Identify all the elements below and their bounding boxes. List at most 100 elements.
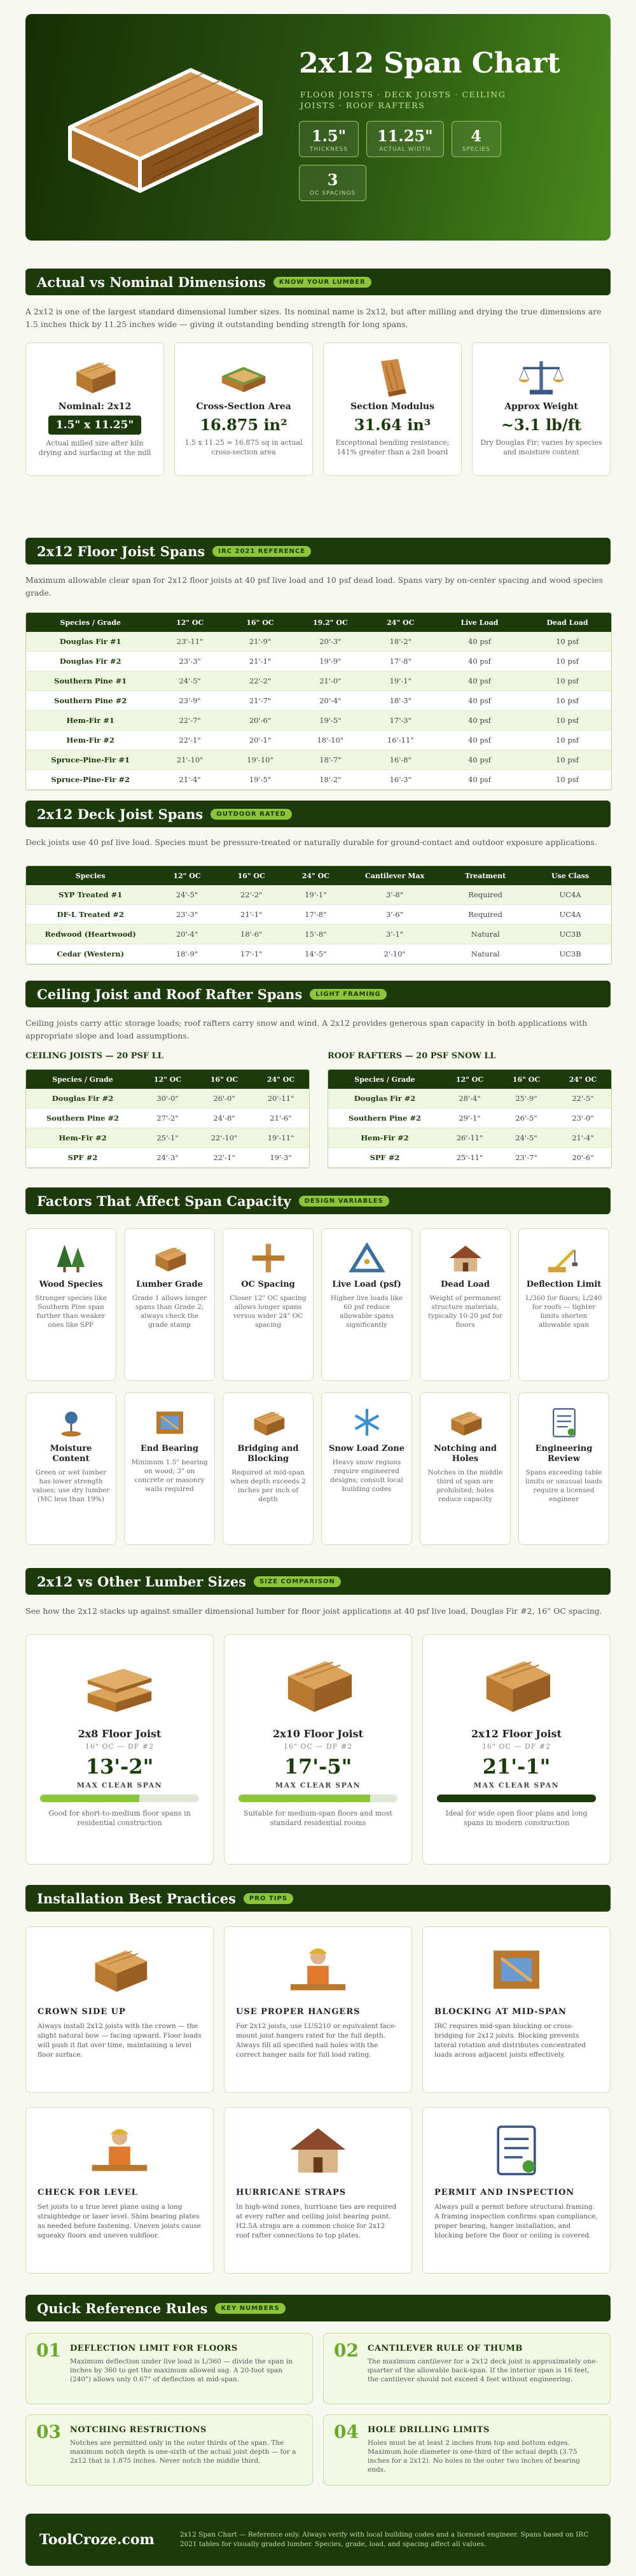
column-header: Cantilever Max: [347, 866, 442, 885]
stat-box: 1.5" THICKNESS: [299, 121, 359, 157]
section-badge: IRC 2021 REFERENCE: [212, 545, 312, 557]
column-header: 24" OC: [555, 1070, 611, 1089]
table-cell: SPF #2: [26, 1147, 139, 1168]
column-header: Species / Grade: [26, 613, 155, 632]
table-cell: 10 psf: [523, 651, 611, 671]
tip-title: CHECK FOR LEVEL: [38, 2188, 138, 2197]
section-header: 2x12 vs Other Lumber Sizes SIZE COMPARISO…: [25, 1568, 611, 1595]
table-row: Redwood (Heartwood) 20'-4" 18'-6" 15'-8" 3'-…: [26, 924, 611, 944]
table-cell: 40 psf: [435, 671, 523, 691]
icon-shape: [266, 1418, 284, 1436]
table-cell: 21'-10": [155, 750, 225, 770]
icon-shape: [87, 1669, 152, 1690]
icon-shape: [76, 362, 116, 380]
icon-shape: [160, 1415, 179, 1431]
icon-shape: [76, 371, 93, 393]
beam-shape: [88, 73, 204, 127]
span-table: Species / Grade 12" OC 16" OC 24" OC Douglas…: [25, 1069, 310, 1168]
rule-card: 03 NOTCHING RESTRICTIONS Notches are permi…: [25, 2414, 313, 2486]
table-cell: 26'-5": [498, 1108, 555, 1128]
table-cell: SYP Treated #1: [26, 885, 155, 905]
icon-shape: [107, 1953, 139, 1965]
factor-card: Deflection Limit L/360 for floors; L/240 …: [518, 1228, 609, 1381]
card-title: Section Modulus: [350, 402, 434, 412]
factor-card: Engineering Review Spans exceeding table …: [518, 1392, 609, 1545]
stat-label: OC SPACINGS: [310, 190, 356, 197]
icon: [92, 2129, 148, 2171]
stat-label: THICKNESS: [310, 146, 348, 153]
table-cell: 18'-2": [365, 632, 436, 652]
icon-shape: [308, 1948, 328, 1954]
icon: [449, 1245, 481, 1271]
table-cell: Hem-Fir #2: [26, 1128, 139, 1148]
icon-shape: [254, 1418, 266, 1436]
tip-card: PERMIT AND INSPECTION Always pull a permi…: [422, 2107, 611, 2274]
icon-shape: [155, 1247, 186, 1261]
section-badge: KEY NUMBERS: [215, 2302, 286, 2314]
data-table: Species 12" OC 16" OC 24" OC Cantilever Max T…: [26, 866, 611, 964]
column-header: 16" OC: [225, 613, 296, 632]
rule-title: DEFLECTION LIMIT FOR FLOORS: [69, 2344, 238, 2353]
icon-shape: [391, 363, 399, 389]
card-note: Exceptional bending resistance; 141% gre…: [335, 438, 450, 456]
table-cell: 23'-0": [555, 1108, 611, 1128]
table-cell: 22'-1": [196, 1147, 252, 1168]
hero-subtitle: FLOOR JOISTS · DECK JOISTS · CEILING JOI…: [300, 90, 506, 110]
tip-card: USE PROPER HANGERS For 2x12 joists, use L…: [224, 1926, 412, 2093]
column-header: Use Class: [529, 866, 611, 885]
table-row: Douglas Fir #2 28'-4" 25'-9" 22'-5": [328, 1089, 611, 1109]
table-cell: 10 psf: [523, 671, 611, 691]
section-header: 2x12 Floor Joist Spans IRC 2021 REFERENCE: [25, 538, 611, 564]
icon-shape: [558, 368, 563, 380]
section-title: Ceiling Joist and Roof Rafter Spans: [37, 986, 303, 1002]
icon-shape: [257, 1411, 275, 1419]
table-cell: 19'-11": [252, 1128, 309, 1148]
icon-shape: [290, 2128, 346, 2150]
span-table: Species / Grade 12" OC 16" OC 24" OC Douglas…: [328, 1069, 612, 1168]
table-cell: 25'-1": [139, 1128, 196, 1148]
table-cell: 40 psf: [435, 769, 523, 790]
icon-shape: [385, 365, 393, 390]
table-cell: 18'-6": [219, 924, 284, 944]
icon: [497, 2125, 536, 2176]
table-cell: 28'-4": [441, 1089, 498, 1109]
span-bar: [238, 1795, 370, 1802]
rule-card: 04 HOLE DRILLING LIMITS Holes must be at l…: [323, 2414, 611, 2486]
table-cell: 27'-2": [139, 1108, 196, 1128]
floor-table: Species / Grade 12" OC 16" OC 19.2" OC 24" O…: [25, 612, 612, 790]
size-spec: 16" OC — DF #2: [481, 1742, 551, 1751]
table-cell: Natural: [441, 924, 530, 944]
table-cell: 18'-7": [295, 750, 366, 770]
table-cell: 23'-3": [155, 904, 219, 925]
factor-text: Spans exceeding table limits or unusual …: [525, 1469, 603, 1503]
table-cell: Cedar (Western): [26, 944, 155, 964]
rule-text: Notches are permitted only in the outer …: [69, 2439, 296, 2465]
icon-shape: [116, 1691, 152, 1712]
data-table: Species / Grade 12" OC 16" OC 24" OC Douglas…: [26, 1070, 309, 1168]
stat-value: 11.25": [377, 127, 433, 145]
section-intro: Maximum allowable clear span for 2x12 fl…: [25, 575, 603, 598]
icon-shape: [307, 1966, 329, 1984]
icon-shape: [454, 1411, 473, 1419]
table-cell: 25'-11": [441, 1147, 498, 1168]
data-table: Species / Grade 12" OC 16" OC 19.2" OC 24" O…: [26, 613, 611, 790]
stat-box: 11.25" ACTUAL WIDTH: [366, 121, 444, 157]
table-cell: 14'-5": [283, 944, 348, 964]
card-title: Approx Weight: [504, 402, 578, 412]
table-cell: 20'-11": [252, 1089, 309, 1109]
table-cell: Redwood (Heartwood): [26, 924, 155, 944]
card-note: Dry Douglas Fir; varies by species and m…: [480, 438, 602, 456]
card-title: Nominal: 2x12: [58, 402, 132, 412]
icon: [155, 1247, 186, 1271]
factor-title: Moisture Content: [50, 1444, 92, 1464]
factor-text: Notches in the middle third of span are …: [427, 1469, 503, 1503]
section-title: Quick Reference Rules: [37, 2300, 208, 2316]
table-row: Douglas Fir #1 23'-11" 21'-9" 20'-3" 18'-2" 4…: [26, 632, 611, 652]
tip-text: Always install 2x12 joists with the crow…: [38, 2022, 202, 2059]
table-row: SPF #2 25'-11" 23'-7" 20'-6": [328, 1147, 611, 1168]
table-row: Southern Pine #1 24'-5" 22'-2" 21'-0" 19'-1"…: [26, 671, 611, 691]
icon-shape: [451, 1418, 464, 1436]
table-cell: 3'-1": [347, 924, 442, 944]
rule-text: The maximum cantilever for a 2x12 deck j…: [367, 2358, 598, 2383]
rule-number: 02: [334, 2340, 359, 2361]
